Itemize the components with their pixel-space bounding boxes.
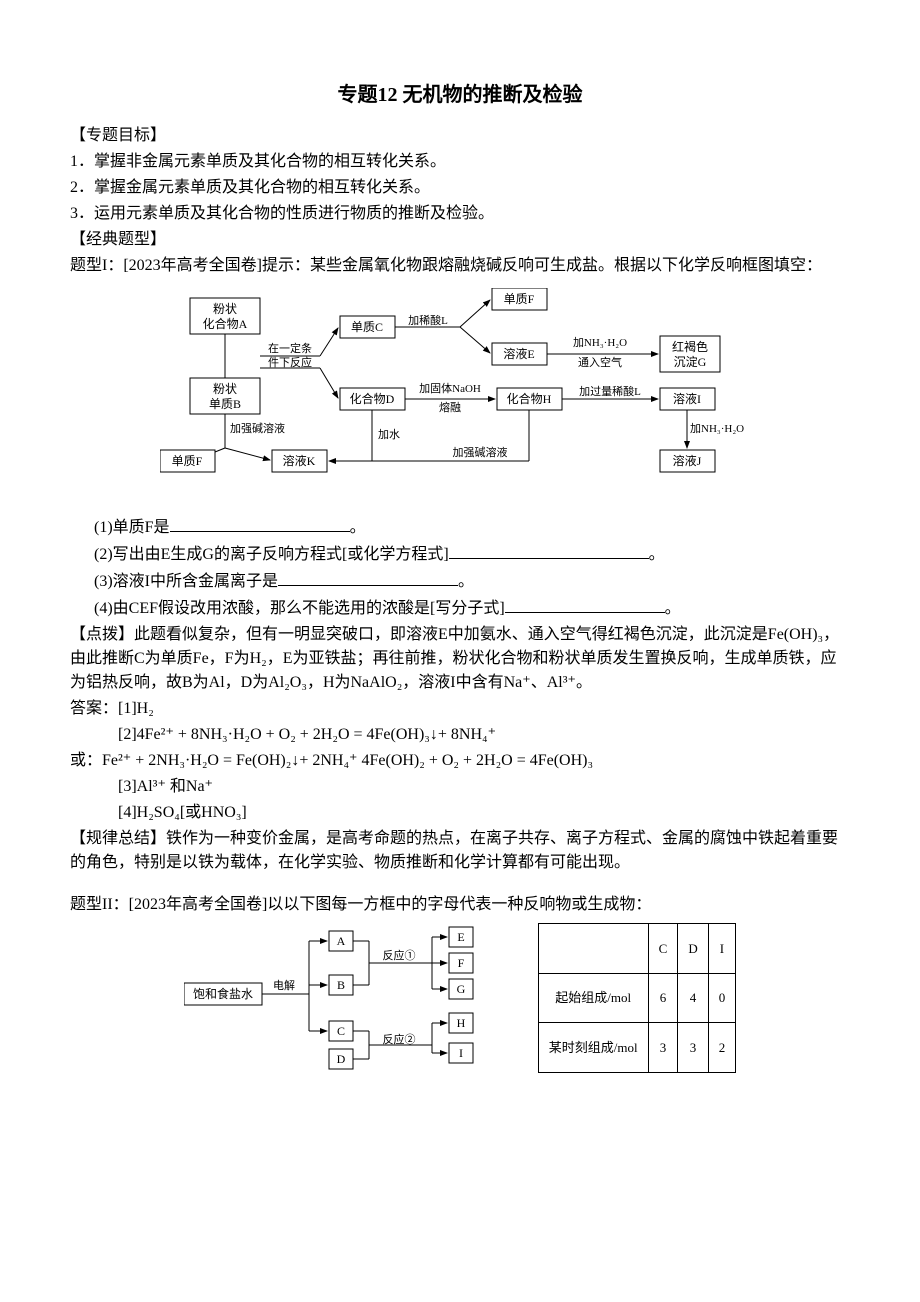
box-a-l2: 化合物A <box>203 316 248 331</box>
box-j: 溶液J <box>673 453 702 468</box>
cond-2: 件下反应 <box>268 355 312 369</box>
page-title: 专题12 无机物的推断及检验 <box>70 80 850 110</box>
table-row: 某时刻组成/mol 3 3 2 <box>538 1023 735 1073</box>
cond-1: 在一定条 <box>268 341 312 355</box>
q1-summary: 【规律总结】铁作为一种变价金属，是高考命题的热点，在离子共存、离子方程式、金属的… <box>70 827 850 875</box>
q1-hint: 【点拨】此题看似复杂，但有一明显突破口，即溶液E中加氨水、通入空气得红褐色沉淀，… <box>70 623 850 695</box>
box-c: 单质C <box>351 320 383 334</box>
box-b2: B <box>337 978 345 992</box>
q1-s1: (1)单质F是 。 <box>70 515 850 540</box>
classic-header: 【经典题型】 <box>70 228 850 252</box>
q2-intro: 题型II：[2023年高考全国卷]以以下图每一方框中的字母代表一种反响物或生成物… <box>70 893 850 917</box>
answer-3: [3]Al³⁺ 和Na⁺ <box>118 775 850 799</box>
nh3-l: 加NH₃·H₂O <box>690 422 744 435</box>
box-src: 饱和食盐水 <box>193 986 253 1001</box>
q1-hint-text: 此题看似复杂，但有一明显突破口，即溶液E中加氨水、通入空气得红褐色沉淀，此沉淀是… <box>70 626 839 691</box>
excess-l: 加过量稀酸L <box>579 384 641 398</box>
box-f2: 单质F <box>172 454 203 468</box>
box-b-l2: 单质B <box>209 397 241 411</box>
cell: 某时刻组成/mol <box>538 1023 648 1073</box>
answer-1: 答案：[1]H₂ <box>70 697 850 721</box>
r1-label: 反应① <box>382 948 415 962</box>
box-c2: C <box>337 1024 345 1038</box>
naoh-1: 加固体NaOH <box>419 381 481 395</box>
box-a2: A <box>336 934 345 948</box>
q1-s4b: 。 <box>665 600 681 617</box>
goal-3: 3．运用元素单质及其化合物的性质进行物质的推断及检验。 <box>70 202 850 226</box>
cell: 0 <box>708 973 736 1023</box>
q1-intro: 题型I：[2023年高考全国卷]提示：某些金属氧化物跟熔融烧碱反响可生成盐。根据… <box>70 254 850 278</box>
th-blank <box>538 924 648 974</box>
box-k: 溶液K <box>283 453 316 468</box>
cell: 3 <box>648 1023 678 1073</box>
nh3air-1: 加NH₃·H₂O <box>573 336 627 349</box>
naoh-2: 熔融 <box>439 400 461 414</box>
blank-4 <box>505 596 665 613</box>
blank-1 <box>170 515 350 532</box>
box-g-1: 红褐色 <box>672 339 708 354</box>
table-row: 起始组成/mol 6 4 0 <box>538 973 735 1023</box>
cell: 6 <box>648 973 678 1023</box>
elec-label: 电解 <box>273 978 295 992</box>
box-d2: D <box>336 1052 345 1066</box>
q1-s2b: 。 <box>649 546 665 563</box>
q1-summary-text: 铁作为一种变价金属，是高考命题的热点，在离子共存、离子方程式、金属的腐蚀中铁起着… <box>70 830 838 871</box>
q1-s2a: (2)写出由E生成G的离子反响方程式[或化学方程式] <box>94 546 449 563</box>
table-row: C D I <box>538 924 735 974</box>
box-f1: 单质F <box>504 292 535 306</box>
answer-2or: 或：Fe²⁺ + 2NH₃·H₂O = Fe(OH)₂↓+ 2NH₄⁺ 4Fe(… <box>70 749 850 773</box>
box-d: 化合物D <box>350 391 395 406</box>
box-f3: F <box>457 956 464 970</box>
addwater: 加水 <box>378 428 400 441</box>
th-i: I <box>708 924 736 974</box>
q1-s1a: (1)单质F是 <box>94 519 170 536</box>
q1-s3b: 。 <box>458 573 474 590</box>
r2-label: 反应② <box>382 1032 415 1046</box>
box-i: 溶液I <box>673 391 701 406</box>
cell: 4 <box>678 973 708 1023</box>
q1-s4a: (4)由CEF假设改用浓酸，那么不能选用的浓酸是[写分子式] <box>94 600 505 617</box>
cell: 起始组成/mol <box>538 973 648 1023</box>
box-e2: E <box>457 930 464 944</box>
answer-4: [4]H₂SO₄[或HNO₃] <box>118 801 850 825</box>
summary-header: 【规律总结】 <box>70 830 166 847</box>
blank-2 <box>449 542 649 559</box>
th-c: C <box>648 924 678 974</box>
q1-s3a: (3)溶液I中所含金属离子是 <box>94 573 278 590</box>
th-d: D <box>678 924 708 974</box>
box-b-l1: 粉状 <box>213 382 237 396</box>
nh3air-2: 通入空气 <box>578 355 622 369</box>
box-a-l1: 粉状 <box>213 302 237 316</box>
goal-header: 【专题目标】 <box>70 124 850 148</box>
strongbase: 加强碱溶液 <box>230 421 285 435</box>
answer-2: [2]4Fe²⁺ + 8NH₃·H₂O + O₂ + 2H₂O = 4Fe(OH… <box>118 723 850 747</box>
q1-s1b: 。 <box>350 519 366 536</box>
q1-diagram: 粉状 化合物A 粉状 单质B 在一定条 件下反应 单质C 化合物D 加稀酸L 单… <box>70 288 850 501</box>
box-h: 化合物H <box>507 391 552 406</box>
blank-3 <box>278 569 458 586</box>
strongbase2: 加强碱溶液 <box>453 445 508 459</box>
q1-s3: (3)溶液I中所含金属离子是 。 <box>70 569 850 594</box>
q1-s2: (2)写出由E生成G的离子反响方程式[或化学方程式] 。 <box>70 542 850 567</box>
goal-1: 1．掌握非金属元素单质及其化合物的相互转化关系。 <box>70 150 850 174</box>
box-i2: I <box>459 1046 463 1060</box>
hint-header: 【点拨】 <box>70 626 134 643</box>
box-g-2: 沉淀G <box>674 355 707 369</box>
box-g2: G <box>456 982 465 996</box>
cell: 2 <box>708 1023 736 1073</box>
box-h2: H <box>456 1016 465 1030</box>
q2-diagram: 饱和食盐水 电解 A B C D 反应① <box>184 923 514 1073</box>
q2-table: C D I 起始组成/mol 6 4 0 某时刻组成/mol 3 3 2 <box>538 923 736 1073</box>
box-e: 溶液E <box>503 346 534 361</box>
q2-row: 饱和食盐水 电解 A B C D 反应① <box>70 923 850 1073</box>
q1-s4: (4)由CEF假设改用浓酸，那么不能选用的浓酸是[写分子式] 。 <box>70 596 850 621</box>
cell: 3 <box>678 1023 708 1073</box>
acid-l: 加稀酸L <box>408 313 448 327</box>
goal-2: 2．掌握金属元素单质及其化合物的相互转化关系。 <box>70 176 850 200</box>
